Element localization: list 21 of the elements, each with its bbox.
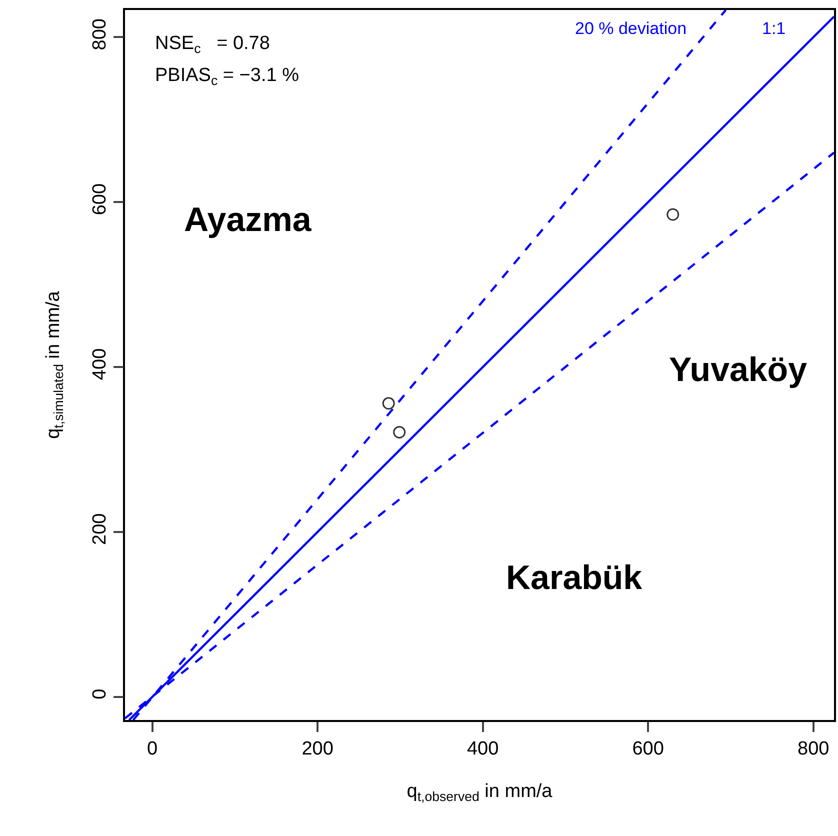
y-tick-label: 800 xyxy=(90,18,111,50)
series-label: 20 % deviation xyxy=(575,19,687,38)
point xyxy=(393,426,406,438)
y-tick-label: 600 xyxy=(90,183,111,216)
y-tick-label: 0 xyxy=(90,688,111,700)
series-label: 1:1 xyxy=(762,19,786,38)
annotation: Karabük xyxy=(506,559,642,597)
x-axis-title: q$_{t,observed}$ in mm/a xyxy=(406,780,553,804)
x-tick-label: 0 xyxy=(146,738,158,760)
y-tick-label: 200 xyxy=(90,513,111,545)
annotation: PBIAS$_{c}$ = −3.1 % xyxy=(155,65,300,88)
annotation: Yuvaköy xyxy=(669,351,808,389)
x-tick-label: 400 xyxy=(466,738,499,760)
annotation: NSE$_{c}$ = 0.78 xyxy=(155,33,270,56)
y-tick-label: 400 xyxy=(90,348,111,380)
x-tick-label: 200 xyxy=(302,738,334,760)
x-tick-label: 800 xyxy=(797,738,830,760)
x-tick-label: 600 xyxy=(632,738,664,760)
point xyxy=(382,397,395,410)
annotation: Ayazma xyxy=(184,201,312,239)
point xyxy=(666,208,680,221)
